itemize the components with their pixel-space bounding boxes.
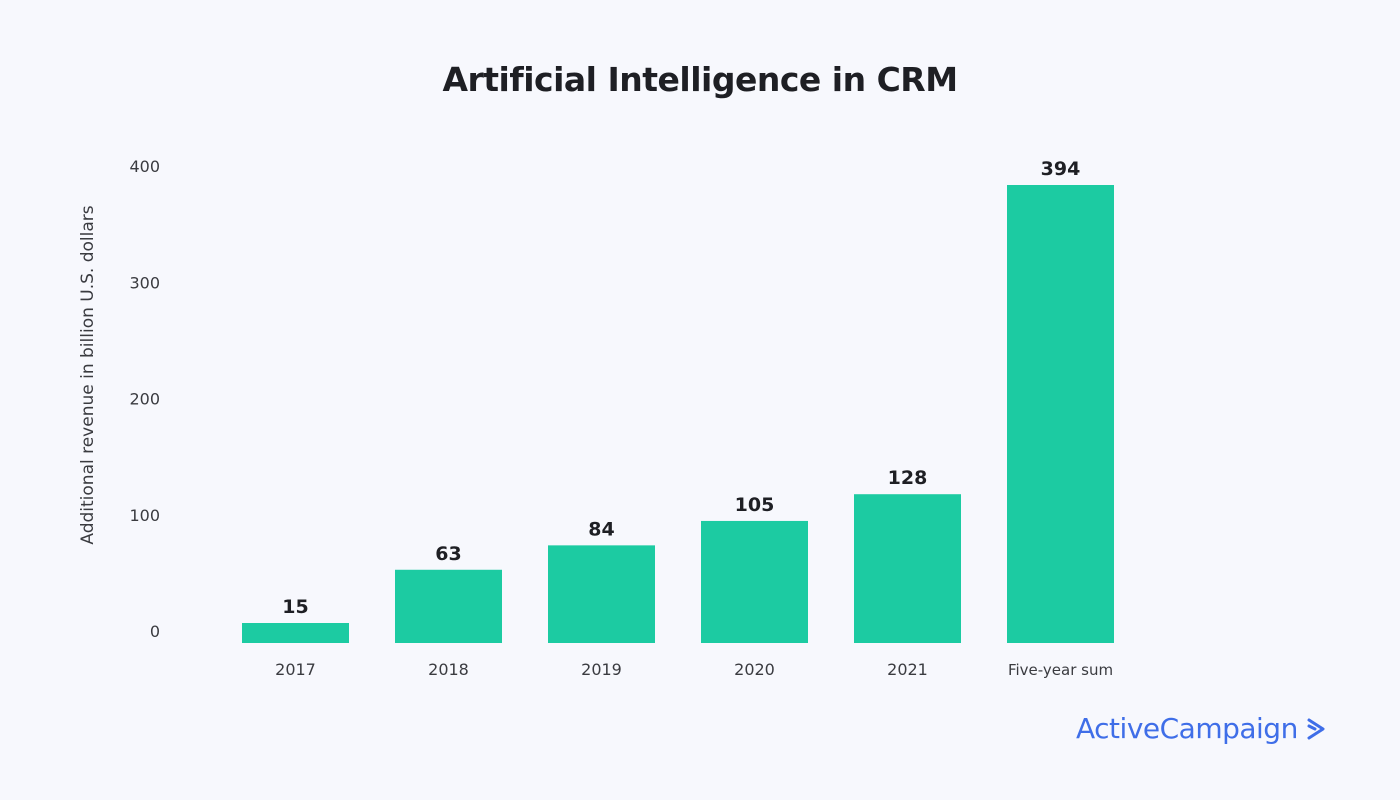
bar <box>548 545 655 643</box>
data-label: 105 <box>735 494 775 516</box>
data-label: 63 <box>435 543 461 565</box>
bar <box>395 569 502 643</box>
bar <box>701 520 808 643</box>
x-tick-label: 2019 <box>581 660 622 679</box>
x-tick-label: 2017 <box>275 660 316 679</box>
data-label: 128 <box>888 467 928 489</box>
activecampaign-logo: ActiveCampaign <box>1076 712 1326 745</box>
y-tick-label: 200 <box>129 390 160 409</box>
data-label: 15 <box>282 596 308 618</box>
x-tick-label: Five-year sum <box>1008 661 1113 679</box>
bar <box>1007 185 1114 643</box>
y-tick-label: 300 <box>129 273 160 292</box>
x-tick-label: 2021 <box>887 660 928 679</box>
chart-title: Artificial Intelligence in CRM <box>442 60 958 99</box>
data-label: 394 <box>1041 158 1081 180</box>
y-tick-label: 400 <box>129 157 160 176</box>
y-tick-label: 0 <box>150 622 160 641</box>
chevron-right-icon <box>1307 718 1325 739</box>
bar <box>242 623 349 643</box>
bar <box>854 494 961 643</box>
logo-text: ActiveCampaign <box>1076 712 1298 745</box>
data-label: 84 <box>588 518 614 540</box>
x-tick-label: 2020 <box>734 660 775 679</box>
x-tick-label: 2018 <box>428 660 469 679</box>
y-tick-label: 100 <box>129 506 160 525</box>
